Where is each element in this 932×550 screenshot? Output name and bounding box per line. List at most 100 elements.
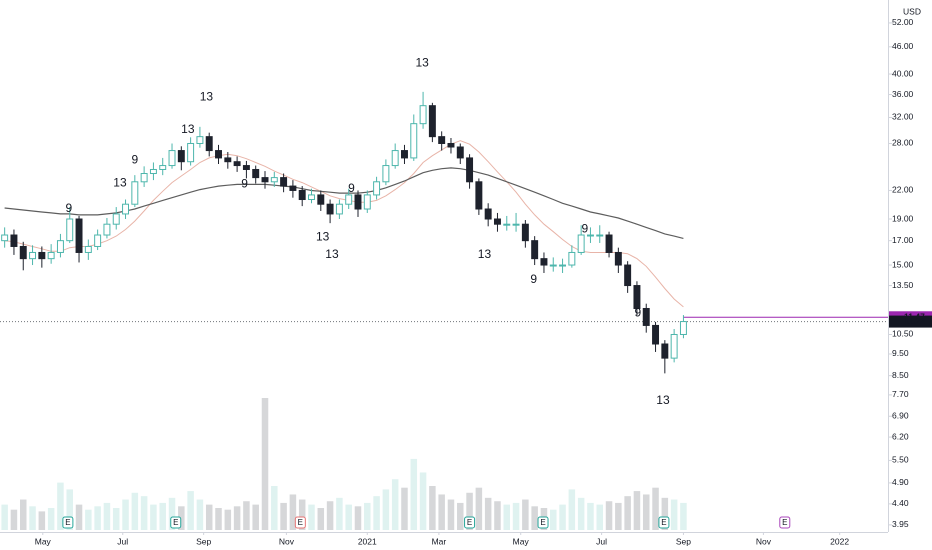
volume-bar <box>364 502 371 530</box>
volume-bar <box>512 502 520 530</box>
candle-body <box>38 251 46 260</box>
volume-bar <box>503 504 511 530</box>
volume-bar <box>19 499 27 530</box>
volume-bar <box>122 499 129 530</box>
event-badge <box>62 516 74 529</box>
event-badge <box>658 516 670 529</box>
volume-bar <box>308 504 315 530</box>
candle-body <box>354 194 362 210</box>
volume-bar <box>410 458 418 530</box>
candle-body <box>512 223 520 226</box>
candle-body <box>577 234 585 253</box>
x-tick-label: Nov <box>756 536 772 546</box>
y-tick-label: 17.00 <box>892 235 914 245</box>
candle-body <box>624 264 632 287</box>
candle-body <box>149 168 157 175</box>
annotation: 9 <box>635 306 642 320</box>
x-tick-label: 2022 <box>830 536 849 546</box>
y-tick-label: 19.00 <box>892 213 914 223</box>
annotation: 9 <box>65 201 72 215</box>
volume-bar <box>336 497 343 530</box>
volume-bar <box>559 504 566 530</box>
candle-body <box>122 203 130 215</box>
volume-bar <box>224 509 232 530</box>
volume-bar <box>131 492 139 530</box>
volume-bar <box>103 502 111 530</box>
candle-body <box>559 264 567 267</box>
candle-body <box>270 177 278 183</box>
candle-body <box>112 213 120 225</box>
volume-bar <box>112 508 120 530</box>
candle-body <box>19 245 27 260</box>
volume-bar <box>10 509 18 530</box>
candle-body <box>298 189 306 201</box>
volume-bar <box>522 499 529 530</box>
candle-body <box>131 181 139 205</box>
volume-bar <box>652 487 659 530</box>
volume-bar <box>196 499 204 530</box>
volume-bar <box>615 502 622 530</box>
volume-bar <box>233 506 241 530</box>
candle-body <box>168 150 176 167</box>
annotation: 9 <box>348 181 355 195</box>
currency-label: USD <box>903 6 921 16</box>
event-badge <box>170 516 182 529</box>
volume-bar <box>438 494 445 530</box>
candle-body <box>280 177 288 187</box>
candle-body <box>159 165 167 170</box>
volume-bar <box>261 398 269 530</box>
candle-body <box>224 157 232 163</box>
y-tick-label: 8.50 <box>892 370 909 380</box>
annotation: 13 <box>316 229 330 243</box>
volume-bar <box>661 497 669 530</box>
annotation: 13 <box>478 247 492 261</box>
annotation: 9 <box>241 177 248 191</box>
y-tick-label: 10.50 <box>892 329 914 339</box>
annotation: 13 <box>415 55 429 69</box>
volume-bar <box>670 499 678 530</box>
candle-body <box>475 181 483 210</box>
event-badge <box>294 516 306 529</box>
candle-body <box>521 223 529 242</box>
candle-body <box>335 203 343 215</box>
candle-body <box>493 218 501 225</box>
volume-bar <box>298 499 306 530</box>
x-tick-label: Jul <box>117 536 128 546</box>
candle-body <box>456 146 464 159</box>
candle-body <box>177 150 185 163</box>
volume-bar <box>475 487 483 530</box>
volume-bar <box>159 502 166 530</box>
candle-body <box>242 165 250 170</box>
candle-body <box>56 240 64 253</box>
candle-body <box>447 142 455 148</box>
y-tick-label: 52.00 <box>892 17 914 27</box>
volume-bar <box>345 504 352 530</box>
candle-body <box>317 194 325 205</box>
event-label: E <box>65 518 70 527</box>
annotation: 9 <box>582 222 589 236</box>
candle-body <box>47 251 55 260</box>
event-label: E <box>173 518 178 527</box>
volume-bar <box>317 508 325 530</box>
y-tick-label: 6.20 <box>892 431 909 441</box>
volume-bar <box>271 486 278 530</box>
y-tick-label: 4.90 <box>892 477 909 487</box>
volume-bar <box>150 504 157 530</box>
y-tick-label: 32.00 <box>892 112 914 122</box>
moving-average <box>4 140 684 308</box>
candle-body <box>410 123 418 159</box>
volume-bar <box>187 491 194 530</box>
annotation: 13 <box>325 247 339 261</box>
volume-bar <box>457 502 464 530</box>
event-badge <box>464 516 476 529</box>
volume-bar <box>494 501 501 530</box>
volume-bar <box>29 506 36 530</box>
candle-body <box>549 264 557 267</box>
candle-body <box>233 161 241 167</box>
volume-bar <box>75 504 83 530</box>
candle-body <box>391 150 399 167</box>
y-tick-label: 22.00 <box>892 185 914 195</box>
volume-bar <box>447 499 455 530</box>
